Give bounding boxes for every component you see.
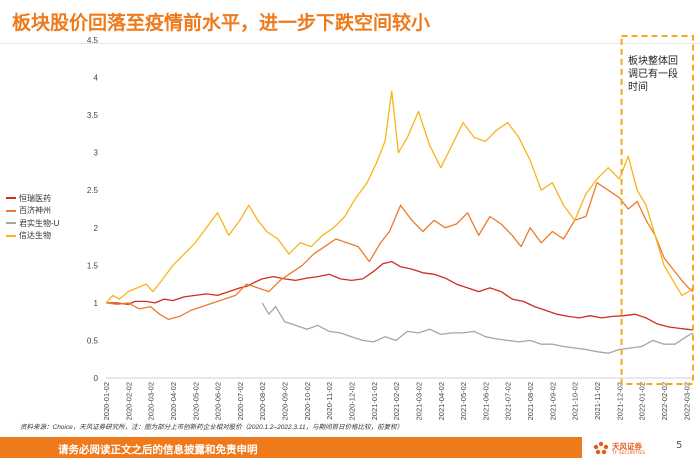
page-number: 5 xyxy=(676,440,683,451)
disclaimer-text: 请务必阅读正文之后的信息披露和免责申明 xyxy=(58,444,258,456)
chart-annotation: 板块整体回调已有一段时间 xyxy=(628,56,678,93)
chart-series xyxy=(105,90,694,354)
chart-axes: 0 0.5 1 1.5 2 2.5 3 3.5 4 4.5 2020-01-02 2020-02-02… xyxy=(87,36,693,420)
x-tick-label: 2021-08-02 xyxy=(526,382,535,420)
series-line-xinda xyxy=(105,90,694,304)
x-tick-label: 2020-06-02 xyxy=(214,382,223,420)
x-tick-label: 2021-02-02 xyxy=(392,382,401,420)
x-tick-label: 2021-01-02 xyxy=(370,382,379,420)
x-tick-label: 2020-03-02 xyxy=(147,382,156,420)
legend-label: 君实生物-U xyxy=(19,218,60,228)
y-tick-label: 4 xyxy=(94,74,99,83)
logo-icon xyxy=(593,441,609,455)
footer-bar xyxy=(0,437,582,458)
y-tick-label: 0 xyxy=(94,374,99,383)
x-tick-label: 2022-02-02 xyxy=(660,382,669,420)
x-tick-label: 2020-04-02 xyxy=(169,382,178,420)
y-tick-label: 3.5 xyxy=(87,111,99,120)
series-line-baiji xyxy=(105,182,694,321)
x-tick-label: 2020-09-02 xyxy=(281,382,290,420)
line-chart: 0 0.5 1 1.5 2 2.5 3 3.5 4 4.5 2020-01-02 2020-02-02… xyxy=(87,35,694,420)
slide-title: 板块股价回落至疫情前水平，进一步下跌空间较小 xyxy=(12,12,431,34)
logo-subtext: TF SECURITIES xyxy=(612,451,646,456)
y-tick-label: 0.5 xyxy=(87,336,99,345)
legend-item-hengrui: 恒瑞医药 xyxy=(6,192,59,205)
x-tick-label: 2021-10-02 xyxy=(571,382,580,420)
legend-label: 信达生物 xyxy=(19,231,51,241)
legend-swatch xyxy=(6,222,16,225)
legend-swatch xyxy=(6,234,16,237)
legend-item-junshi: 君实生物-U xyxy=(6,217,59,230)
legend-swatch xyxy=(6,197,16,200)
legend-item-xinda: 信达生物 xyxy=(6,230,59,243)
x-tick-label: 2022-01-02 xyxy=(638,382,647,420)
y-tick-label: 1 xyxy=(94,299,99,308)
x-tick-label: 2021-09-02 xyxy=(548,382,557,420)
x-tick-label: 2021-04-02 xyxy=(437,382,446,420)
x-tick-label: 2020-10-02 xyxy=(303,382,312,420)
highlight-box xyxy=(620,35,694,385)
title-divider xyxy=(0,43,700,44)
source-note: 资料来源：Choice，天风证券研究所，注：图为部分上市创新药企业相对股价（20… xyxy=(20,424,404,431)
x-tick-label: 2022-03-02 xyxy=(682,382,691,420)
x-tick-label: 2020-05-02 xyxy=(191,382,200,420)
legend-label: 百济神州 xyxy=(19,206,51,216)
logo-text: 天风证券 xyxy=(612,442,642,451)
x-tick-label: 2021-11-02 xyxy=(593,382,602,420)
y-tick-label: 1.5 xyxy=(87,261,99,270)
x-tick-label: 2021-12-02 xyxy=(615,382,624,420)
x-tick-label: 2021-06-02 xyxy=(481,382,490,420)
x-tick-label: 2020-08-02 xyxy=(258,382,267,420)
x-tick-label: 2020-02-02 xyxy=(124,382,133,420)
series-line-junshi xyxy=(261,302,694,354)
chart-overlay xyxy=(620,35,694,385)
x-tick-label: 2021-07-02 xyxy=(504,382,513,420)
x-tick-label: 2021-03-02 xyxy=(414,382,423,420)
x-tick-label: 2020-07-02 xyxy=(236,382,245,420)
y-tick-label: 3 xyxy=(94,149,99,158)
y-tick-label: 4.5 xyxy=(87,36,99,45)
legend-item-baiji: 百济神州 xyxy=(6,205,59,218)
legend-swatch xyxy=(6,209,16,212)
legend-label: 恒瑞医药 xyxy=(19,193,51,203)
y-tick-label: 2.5 xyxy=(87,186,99,195)
x-tick-label: 2020-11-02 xyxy=(325,382,334,420)
x-tick-label: 2021-05-02 xyxy=(459,382,468,420)
series-line-hengrui xyxy=(106,260,694,331)
x-tick-label: 2020-12-02 xyxy=(348,382,357,420)
y-tick-label: 2 xyxy=(94,224,99,233)
chart-legend: 恒瑞医药 百济神州 君实生物-U 信达生物 xyxy=(6,192,59,242)
x-tick-label: 2020-01-02 xyxy=(102,382,111,420)
